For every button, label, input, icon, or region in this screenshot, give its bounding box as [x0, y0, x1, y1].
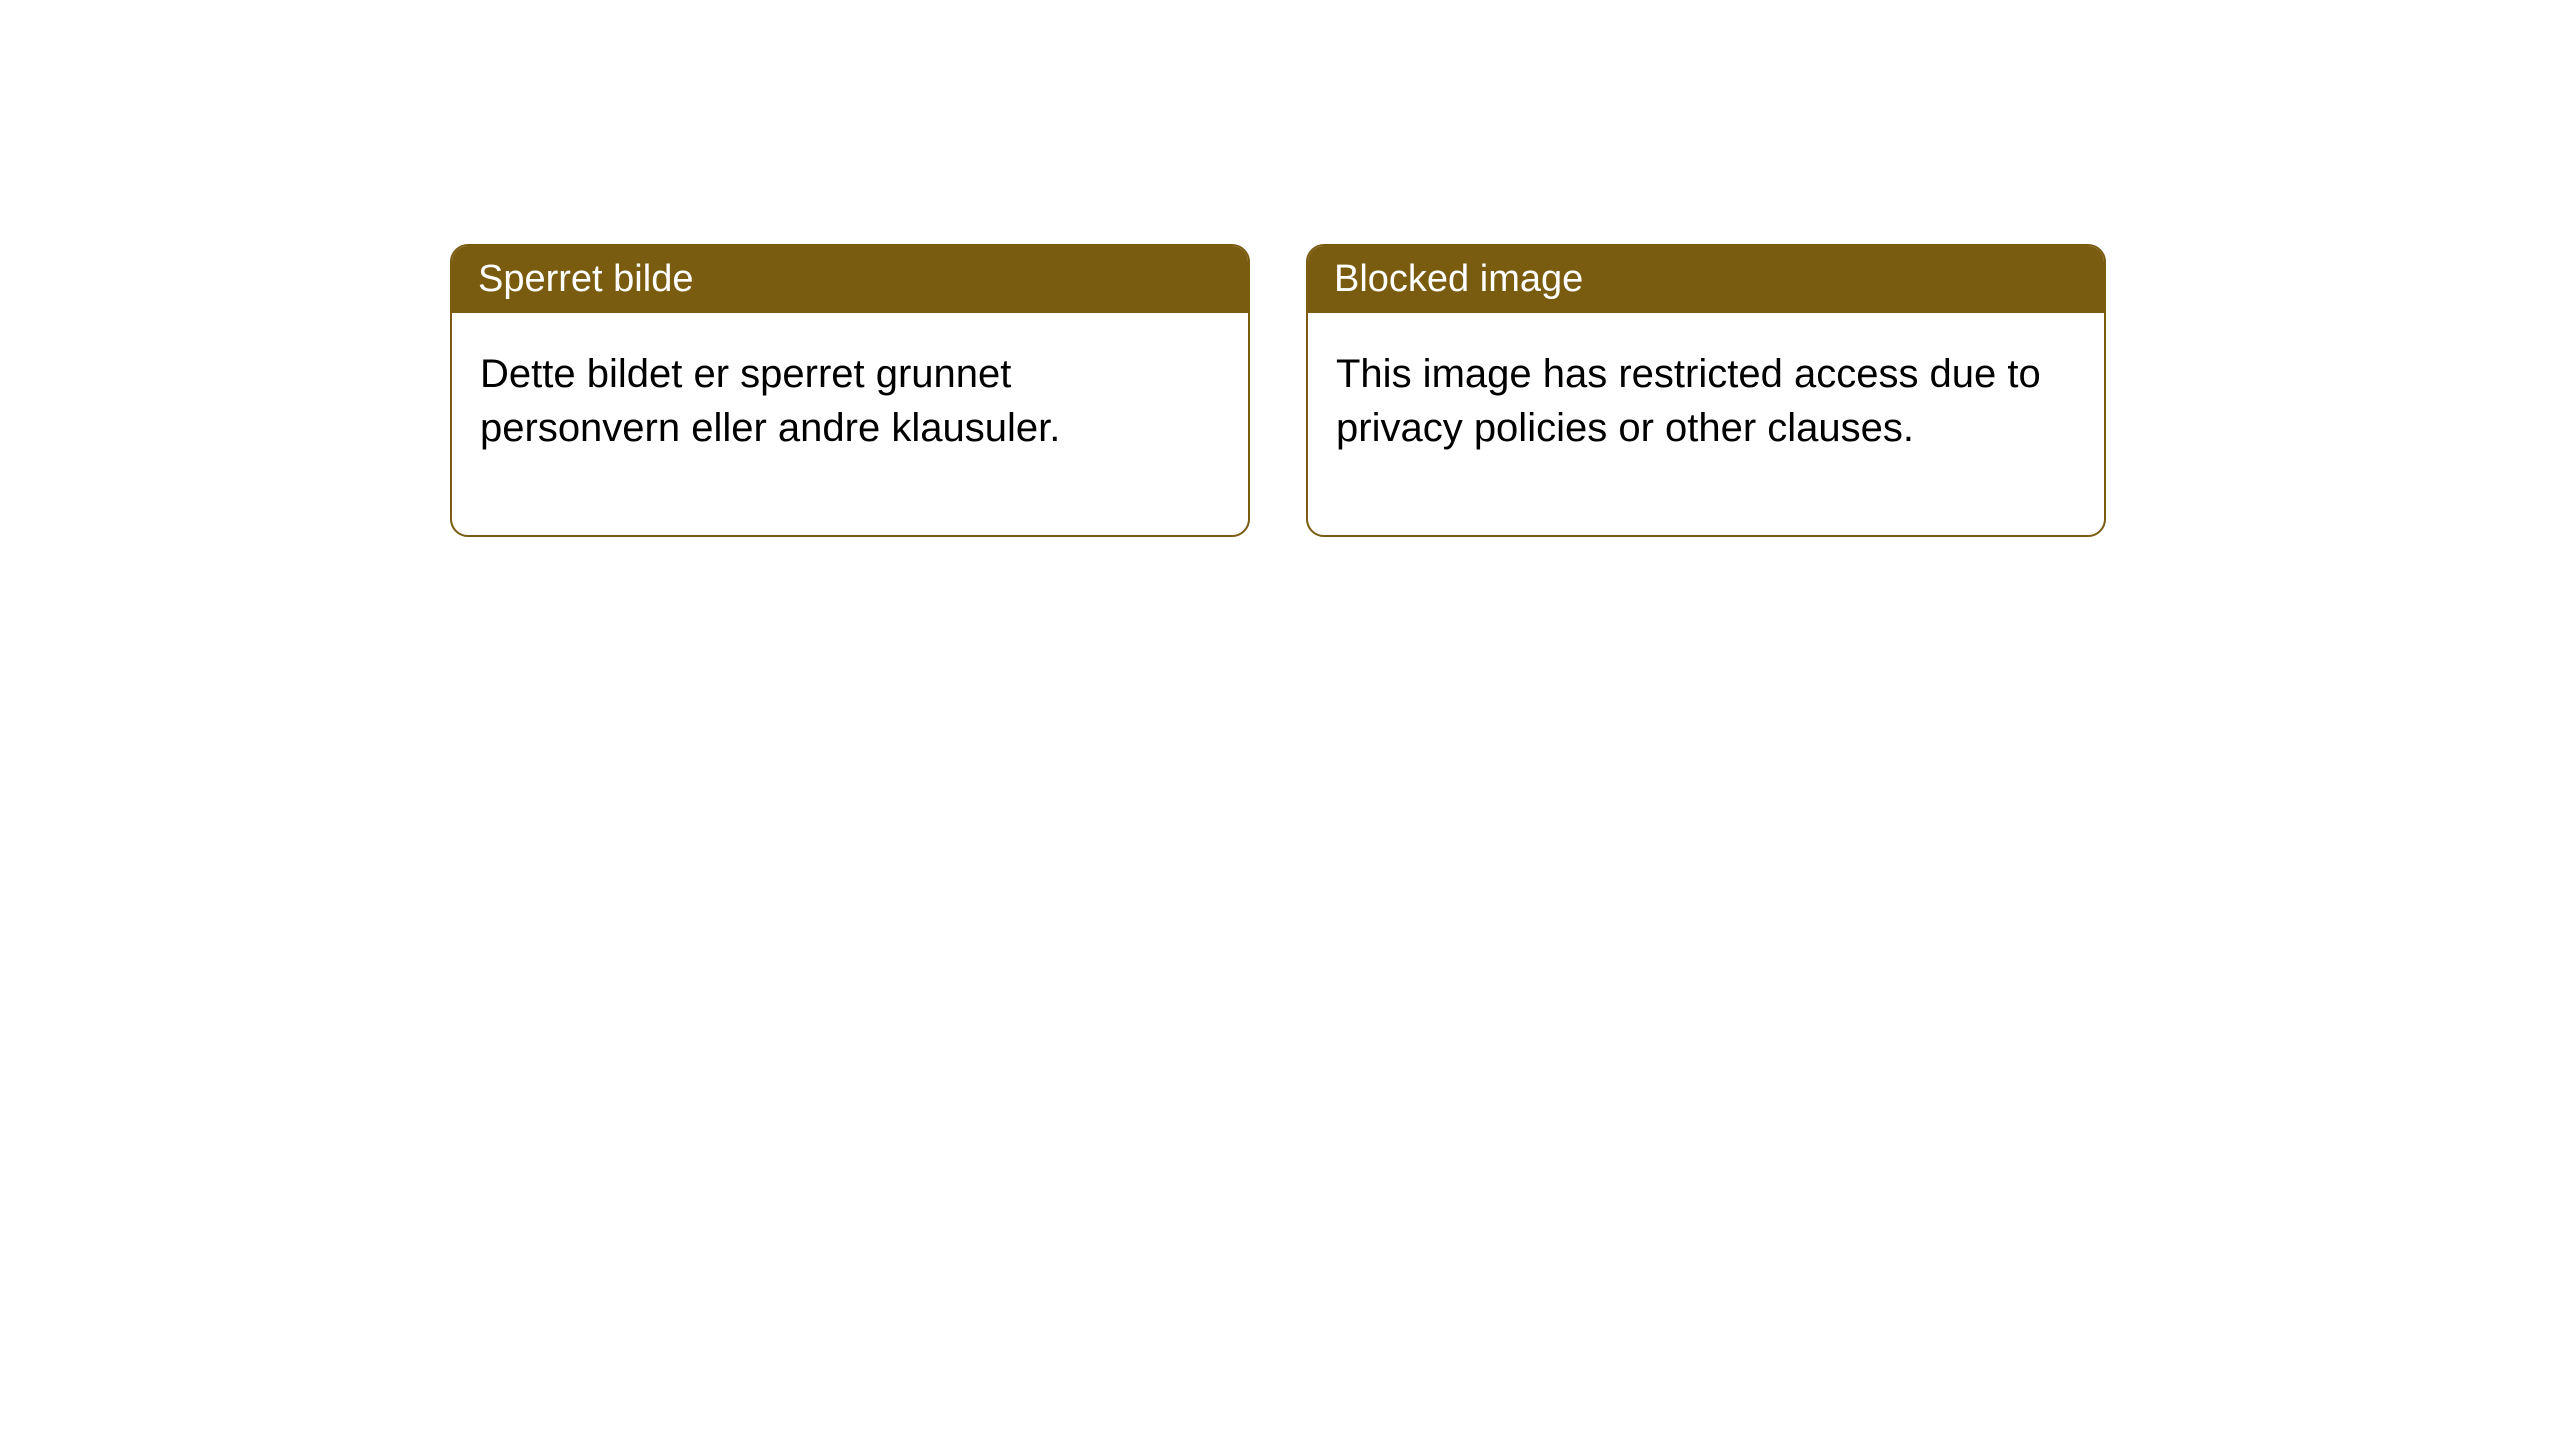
notice-card-norwegian: Sperret bilde Dette bildet er sperret gr…: [450, 244, 1250, 537]
notice-card-body: This image has restricted access due to …: [1308, 313, 2104, 535]
notice-card-header: Sperret bilde: [452, 246, 1248, 313]
notice-card-header: Blocked image: [1308, 246, 2104, 313]
notice-card-body: Dette bildet er sperret grunnet personve…: [452, 313, 1248, 535]
notice-card-english: Blocked image This image has restricted …: [1306, 244, 2106, 537]
notice-cards-container: Sperret bilde Dette bildet er sperret gr…: [450, 244, 2106, 537]
